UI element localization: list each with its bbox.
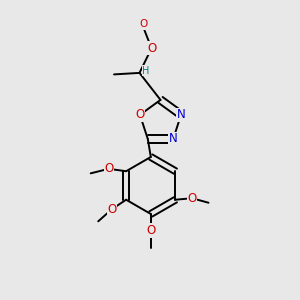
Text: O: O: [147, 42, 156, 55]
Text: N: N: [169, 133, 178, 146]
Text: N: N: [177, 108, 185, 121]
Text: O: O: [146, 224, 155, 237]
Text: O: O: [135, 108, 145, 121]
Text: O: O: [140, 19, 148, 29]
Text: O: O: [104, 162, 113, 175]
Text: O: O: [188, 192, 196, 205]
Text: O: O: [107, 203, 116, 216]
Text: H: H: [142, 65, 150, 76]
